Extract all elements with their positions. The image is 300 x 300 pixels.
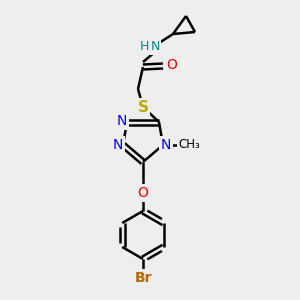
Text: H: H bbox=[139, 40, 149, 52]
Text: CH₃: CH₃ bbox=[178, 137, 200, 151]
Text: N: N bbox=[117, 114, 127, 128]
Text: Br: Br bbox=[134, 271, 152, 285]
Text: N: N bbox=[113, 138, 123, 152]
Text: S: S bbox=[137, 100, 148, 115]
Text: O: O bbox=[138, 186, 148, 200]
Text: N: N bbox=[150, 40, 160, 53]
Text: O: O bbox=[167, 58, 177, 72]
Text: N: N bbox=[161, 138, 171, 152]
